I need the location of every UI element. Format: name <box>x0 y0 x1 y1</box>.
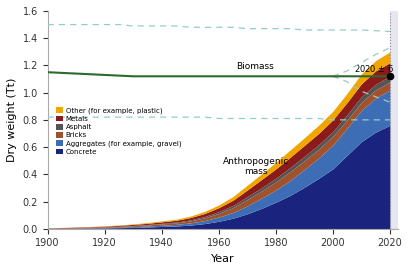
Text: Biomass: Biomass <box>235 62 273 71</box>
Legend: Other (for example, plastic), Metals, Asphalt, Bricks, Aggregates (for example, : Other (for example, plastic), Metals, As… <box>54 106 182 156</box>
X-axis label: Year: Year <box>211 254 234 264</box>
Y-axis label: Dry weight (Tt): Dry weight (Tt) <box>7 78 17 162</box>
Text: 2020 $\pm$ 6: 2020 $\pm$ 6 <box>353 63 394 73</box>
Text: Anthropogenic
mass: Anthropogenic mass <box>222 157 288 176</box>
